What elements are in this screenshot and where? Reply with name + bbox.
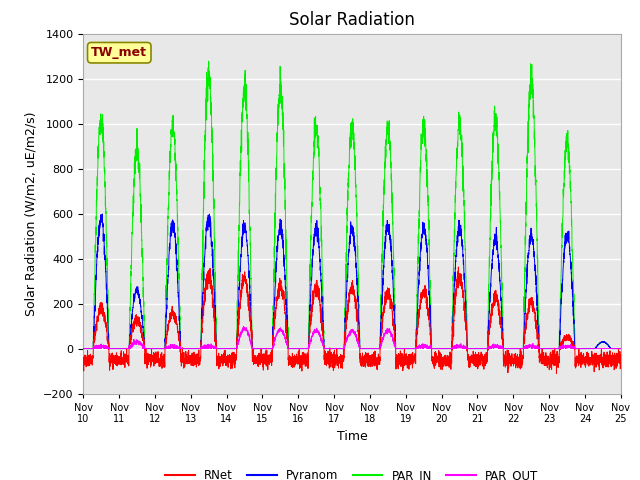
Text: TW_met: TW_met	[92, 46, 147, 59]
X-axis label: Time: Time	[337, 430, 367, 443]
Y-axis label: Solar Radiation (W/m2, uE/m2/s): Solar Radiation (W/m2, uE/m2/s)	[24, 111, 37, 316]
Title: Solar Radiation: Solar Radiation	[289, 11, 415, 29]
Legend: RNet, Pyranom, PAR_IN, PAR_OUT: RNet, Pyranom, PAR_IN, PAR_OUT	[161, 464, 543, 480]
